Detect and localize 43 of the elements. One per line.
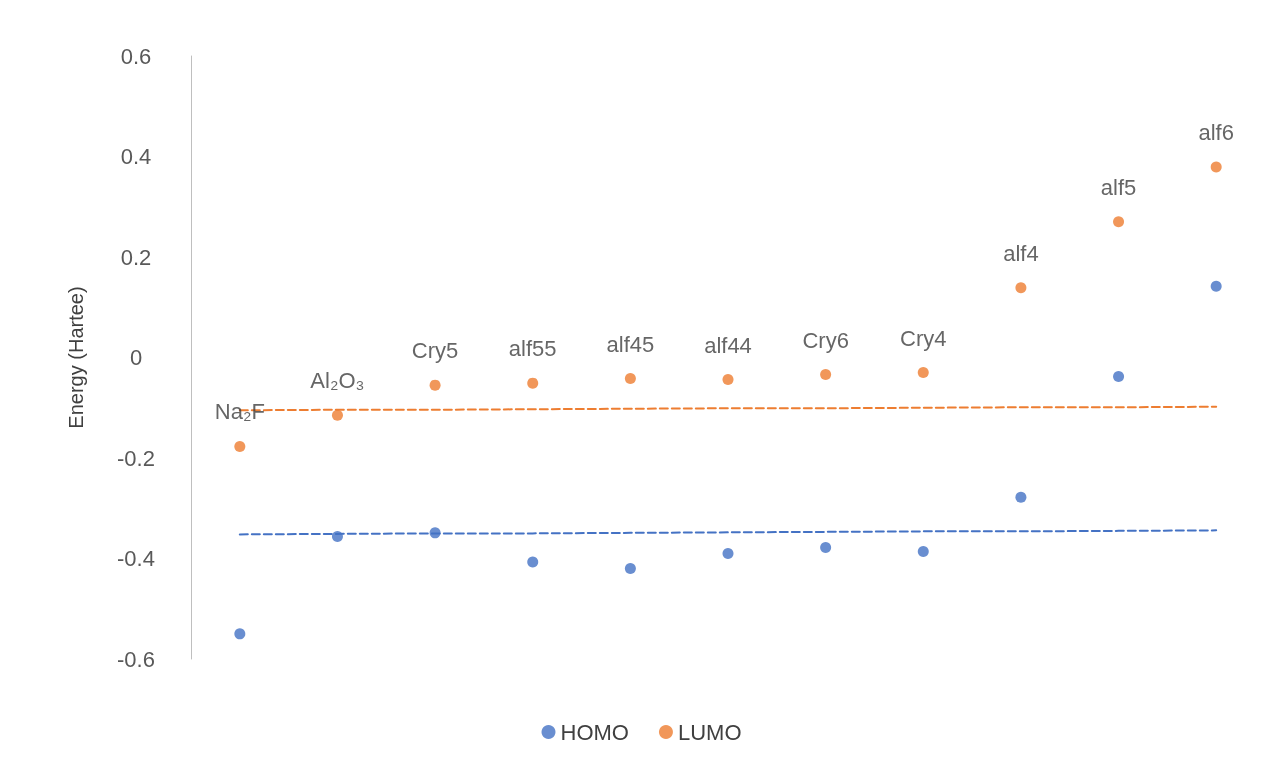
data-label: alf6 — [1198, 120, 1234, 146]
data-label: Na₂F — [214, 399, 265, 425]
y-tick-label: 0.4 — [120, 144, 152, 169]
y-tick-label: -0.4 — [117, 546, 155, 571]
point — [1210, 280, 1222, 292]
data-label: alf55 — [508, 336, 557, 362]
data-label: Cry4 — [900, 325, 947, 351]
point — [722, 547, 734, 559]
y-tick-label: 0.6 — [120, 43, 152, 69]
point — [234, 440, 246, 452]
point — [429, 527, 441, 539]
point — [917, 545, 929, 557]
legend-label: HOMO — [560, 719, 629, 745]
point — [1015, 491, 1027, 503]
point — [624, 563, 636, 575]
point — [331, 409, 343, 421]
data-label: Cry5 — [411, 338, 459, 364]
data-label: Cry6 — [802, 327, 849, 353]
data-label: alf4 — [1003, 240, 1039, 266]
point — [820, 369, 832, 381]
point — [1210, 161, 1222, 173]
legend-label: LUMO — [677, 719, 742, 745]
point — [429, 379, 441, 391]
y-tick-label: 0 — [129, 345, 143, 370]
point — [331, 530, 343, 542]
point — [917, 367, 929, 379]
point — [722, 374, 734, 386]
data-label: alf44 — [704, 332, 752, 358]
point — [527, 377, 539, 389]
point — [1113, 216, 1125, 228]
y-tick-label: -0.6 — [117, 646, 155, 672]
point — [234, 628, 246, 640]
point — [1113, 371, 1125, 383]
data-label: alf45 — [606, 331, 655, 357]
point — [1015, 282, 1027, 294]
data-label: Al₂O₃ — [310, 368, 365, 394]
y-tick-label: -0.2 — [117, 445, 155, 471]
point — [527, 556, 539, 568]
y-axis-title: Energy (Hartee) — [65, 286, 87, 429]
point — [624, 373, 636, 385]
point — [820, 541, 832, 553]
y-tick-label: 0.2 — [120, 244, 152, 270]
data-label: alf5 — [1100, 174, 1137, 200]
